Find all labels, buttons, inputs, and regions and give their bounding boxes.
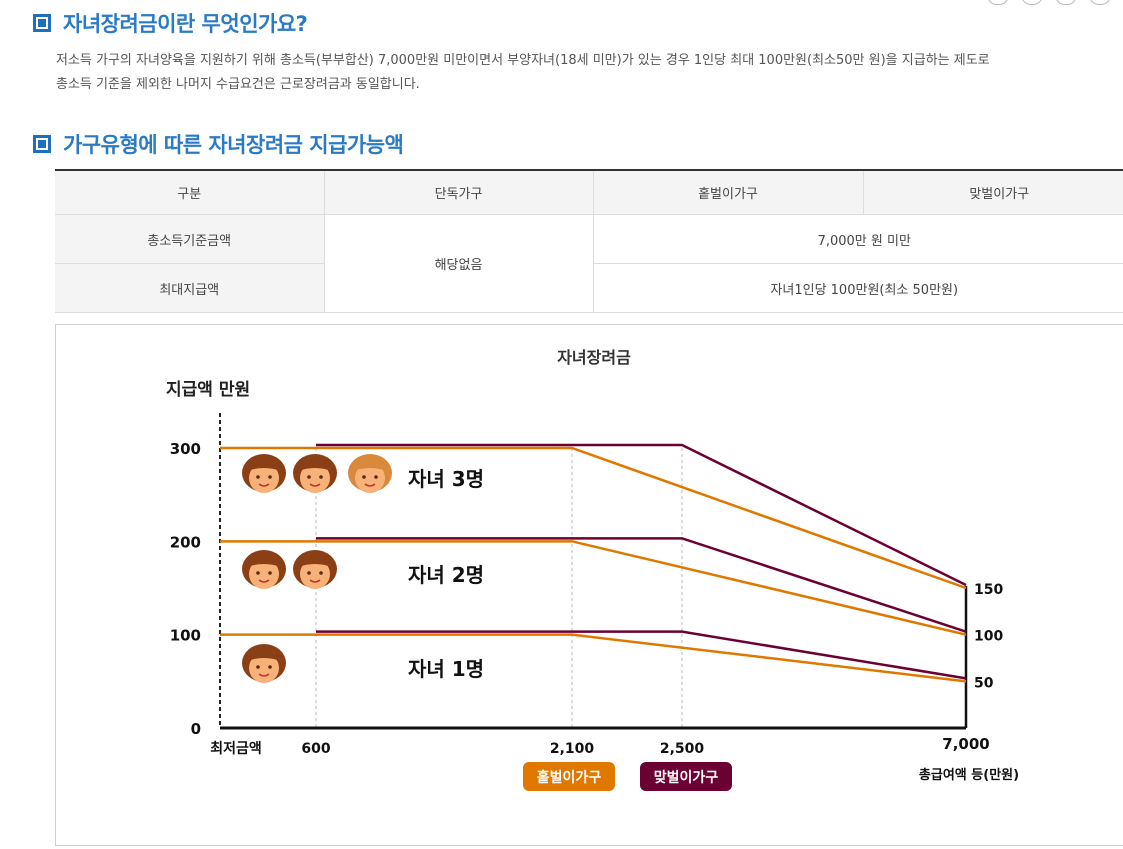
end-value-label: 50 xyxy=(974,675,994,691)
child-face-icon xyxy=(242,550,286,589)
series-line-single xyxy=(220,446,967,590)
legend-label: 홑벌이가구 xyxy=(537,769,602,786)
y-tick-label: 0 xyxy=(191,720,201,738)
table-cell: 7,000만 원 미만 xyxy=(592,214,1123,264)
intro-text: 저소득 가구의 자녀양육을 지원하기 위해 총소득(부부합산) 7,000만원 … xyxy=(56,49,1123,97)
bullet-square-icon xyxy=(33,135,51,153)
y-tick-label: 100 xyxy=(170,627,201,645)
series-line-single xyxy=(220,633,967,683)
table-header-cell: 단독가구 xyxy=(323,169,593,215)
row-label: 최대지급액 xyxy=(55,263,324,313)
series-line-dual xyxy=(316,537,967,633)
child-face-icon xyxy=(242,454,286,493)
end-value-label: 100 xyxy=(974,629,1003,645)
section-title-what-is: 자녀장려금이란 무엇인가요? xyxy=(33,8,308,38)
section-title-text: 가구유형에 따른 자녀장려금 지급가능액 xyxy=(63,133,404,157)
x-tick-label: 최저금액 xyxy=(210,740,262,757)
y-tick-label: 300 xyxy=(170,440,201,458)
group-label: 자녀 3명 xyxy=(408,467,484,491)
comparison-table: 구분 단독가구 홑벌이가구 맞벌이가구 총소득기준금액 해당없음 7,000만 … xyxy=(55,169,1123,313)
x-axis-label: 총급여액 등(만원) xyxy=(919,767,1019,783)
table-header-row: 구분 단독가구 홑벌이가구 맞벌이가구 xyxy=(55,169,1123,215)
table-header-cell: 구분 xyxy=(55,169,324,215)
intro-line-2: 총소득 기준을 제외한 나머지 수급요건은 근로장려금과 동일합니다. xyxy=(56,77,420,92)
section-title-amounts: 가구유형에 따른 자녀장려금 지급가능액 xyxy=(33,129,404,159)
table-cell: 자녀1인당 100만원(최소 50만원) xyxy=(592,263,1123,313)
series-line-dual xyxy=(316,630,967,680)
end-value-label: 150 xyxy=(974,582,1003,598)
y-axis-label: 지급액 만원 xyxy=(166,380,250,400)
child-face-icon xyxy=(293,550,337,589)
table-header-cell: 홑벌이가구 xyxy=(592,169,863,215)
child-face-icon xyxy=(348,454,392,493)
child-face-icon xyxy=(293,454,337,493)
x-tick-label: 2,500 xyxy=(660,741,705,757)
y-tick-label: 200 xyxy=(170,533,201,551)
x-tick-label: 600 xyxy=(301,741,330,757)
table-cell: 해당없음 xyxy=(323,214,593,313)
legend-swatch xyxy=(640,762,732,791)
intro-line-1: 저소득 가구의 자녀양육을 지원하기 위해 총소득(부부합산) 7,000만원 … xyxy=(56,53,990,68)
series-line-dual xyxy=(316,443,967,587)
group-label: 자녀 2명 xyxy=(408,563,484,587)
window-controls xyxy=(987,0,1111,5)
bullet-square-icon xyxy=(33,14,51,32)
table-header-cell: 맞벌이가구 xyxy=(862,169,1123,215)
group-label: 자녀 1명 xyxy=(408,657,484,681)
child-face-icon xyxy=(242,644,286,683)
chart-title: 자녀장려금 xyxy=(557,348,631,367)
legend-label: 맞벌이가구 xyxy=(654,769,719,786)
section-title-text: 자녀장려금이란 무엇인가요? xyxy=(63,12,308,36)
legend-swatch xyxy=(523,762,615,791)
series-line-single xyxy=(220,540,967,636)
table-row: 총소득기준금액 해당없음 7,000만 원 미만 xyxy=(55,214,1123,313)
table-row: 최대지급액 자녀1인당 100만원(최소 50만원) xyxy=(55,263,1123,313)
row-label: 총소득기준금액 xyxy=(55,214,324,264)
x-tick-label: 2,100 xyxy=(550,741,595,757)
x-tick-label: 7,000 xyxy=(942,735,989,753)
